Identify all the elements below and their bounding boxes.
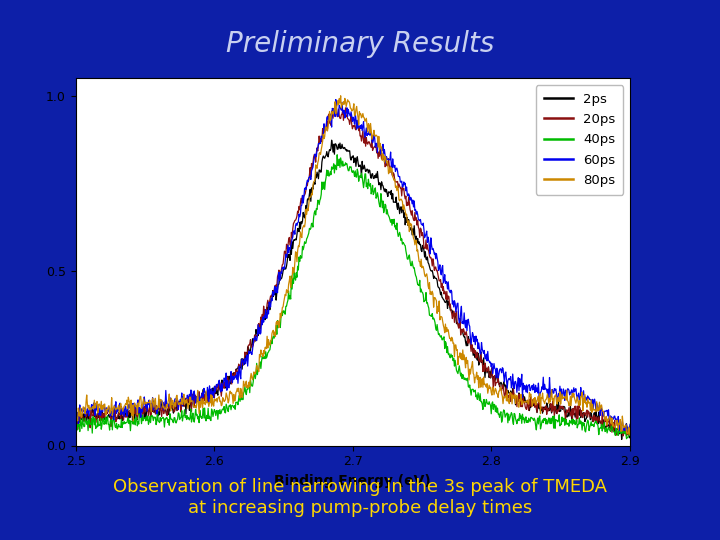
40ps — [622, 435, 631, 442]
20ps — [105, 407, 114, 414]
80ps — [71, 420, 80, 427]
40ps — [549, 425, 558, 431]
40ps — [105, 427, 114, 433]
2ps — [617, 436, 626, 443]
40ps — [71, 429, 80, 435]
Line: 60ps: 60ps — [76, 99, 630, 432]
40ps — [492, 409, 501, 415]
60ps — [105, 404, 114, 411]
Line: 40ps: 40ps — [76, 155, 630, 438]
80ps — [549, 402, 558, 408]
2ps — [492, 369, 501, 375]
20ps — [492, 380, 501, 386]
20ps — [71, 415, 80, 422]
2ps — [328, 137, 336, 144]
60ps — [626, 421, 634, 428]
80ps — [105, 410, 114, 417]
60ps — [492, 365, 501, 372]
60ps — [408, 197, 417, 204]
40ps — [333, 152, 341, 158]
2ps — [549, 407, 558, 413]
20ps — [394, 184, 402, 191]
80ps — [625, 431, 634, 438]
60ps — [331, 96, 340, 103]
60ps — [624, 429, 633, 435]
80ps — [336, 92, 345, 99]
40ps — [425, 312, 433, 319]
2ps — [105, 414, 114, 421]
60ps — [394, 173, 402, 179]
20ps — [408, 214, 417, 220]
X-axis label: Binding Energy (eV): Binding Energy (eV) — [274, 474, 431, 488]
2ps — [71, 415, 80, 421]
Text: Observation of line narrowing in the 3s peak of TMEDA
at increasing pump-probe d: Observation of line narrowing in the 3s … — [113, 478, 607, 517]
80ps — [492, 390, 501, 397]
2ps — [425, 263, 433, 269]
20ps — [425, 253, 433, 259]
60ps — [425, 244, 433, 250]
20ps — [549, 404, 558, 411]
Line: 20ps: 20ps — [76, 108, 630, 436]
40ps — [394, 233, 402, 240]
40ps — [408, 262, 417, 268]
2ps — [408, 226, 417, 232]
80ps — [408, 231, 417, 238]
Legend: 2ps, 20ps, 40ps, 60ps, 80ps: 2ps, 20ps, 40ps, 60ps, 80ps — [536, 85, 624, 195]
40ps — [626, 432, 634, 438]
80ps — [626, 425, 634, 431]
20ps — [341, 105, 350, 111]
80ps — [425, 279, 433, 286]
2ps — [394, 200, 402, 206]
Line: 80ps: 80ps — [76, 96, 630, 435]
80ps — [394, 186, 402, 193]
2ps — [626, 428, 634, 434]
Text: Preliminary Results: Preliminary Results — [226, 30, 494, 58]
Line: 2ps: 2ps — [76, 140, 630, 440]
60ps — [71, 417, 80, 424]
20ps — [618, 433, 627, 439]
20ps — [626, 429, 634, 435]
60ps — [549, 390, 558, 396]
